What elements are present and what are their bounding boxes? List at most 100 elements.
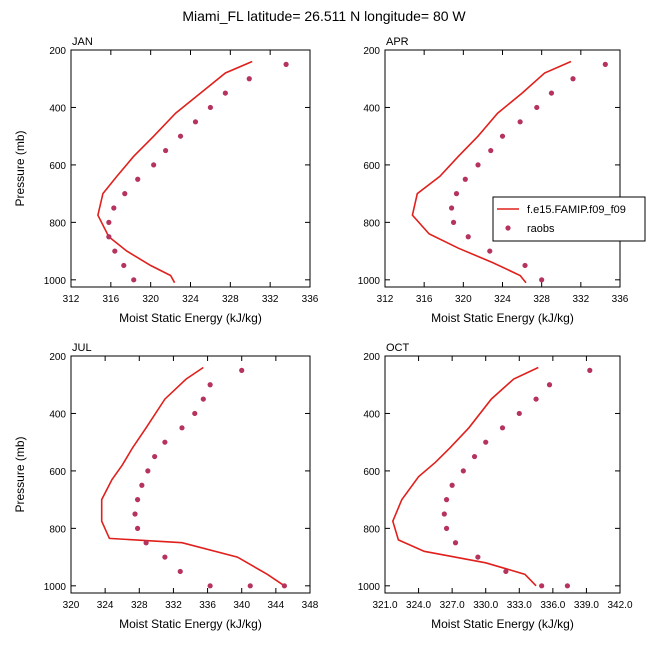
x-tick-label: 336.0	[540, 600, 565, 611]
obs-point	[143, 540, 149, 546]
y-tick-label: 1000	[358, 582, 381, 593]
obs-point	[534, 104, 540, 111]
panel-label: APR	[386, 36, 409, 48]
y-tick-label: 400	[49, 409, 66, 420]
obs-point	[602, 61, 608, 67]
obs-point	[106, 219, 112, 225]
plot-frame	[70, 355, 311, 594]
obs-point	[106, 234, 112, 240]
x-tick-label: 330.0	[473, 600, 498, 611]
obs-point	[111, 205, 117, 211]
obs-point	[207, 104, 214, 111]
y-tick-label: 200	[49, 352, 66, 363]
obs-point	[517, 119, 523, 125]
obs-point	[570, 76, 576, 82]
plot-frame	[70, 49, 311, 288]
x-tick-label: 344	[268, 600, 285, 611]
obs-point	[112, 248, 118, 254]
obs-point	[192, 410, 198, 417]
y-tick-label: 400	[363, 103, 380, 114]
obs-point	[587, 367, 593, 373]
y-tick-label: 1000	[44, 276, 67, 287]
y-tick-label: 400	[49, 103, 66, 114]
obs-point	[207, 583, 213, 589]
obs-point	[564, 583, 571, 589]
obs-point	[448, 205, 455, 211]
obs-point	[516, 410, 522, 417]
obs-point	[162, 554, 168, 560]
model-series-line	[97, 60, 253, 284]
panel-label: JAN	[72, 36, 93, 48]
x-tick-label: 342.0	[607, 600, 632, 611]
obs-point	[441, 511, 447, 517]
y-tick-label: 600	[363, 161, 380, 172]
y-tick-label: 600	[49, 467, 66, 478]
x-tick-label: 348	[302, 600, 319, 611]
obs-point	[163, 147, 169, 154]
obs-point	[465, 234, 471, 240]
obs-point	[283, 61, 289, 67]
chart-panel-apr: APR 312 316 320 324 328 332 336 200 400 600 800 1000…	[358, 36, 629, 325]
obs-point	[539, 583, 545, 589]
obs-point	[462, 176, 468, 182]
x-tick-label: 312	[63, 294, 80, 305]
legend-dot-swatch	[505, 225, 511, 231]
panel-label: OCT	[386, 342, 410, 354]
x-tick-label: 328	[222, 294, 239, 305]
x-tick-label: 312	[377, 294, 394, 305]
x-tick-label: 324	[182, 294, 199, 305]
y-tick-label: 600	[363, 467, 380, 478]
chart-panel-jan: JAN 312 316 320 324 328 332 336 200 400 600 800 1000…	[13, 36, 319, 325]
legend-obs-label: raobs	[527, 223, 555, 235]
plot-frame	[384, 49, 621, 288]
obs-point	[247, 583, 253, 589]
obs-point	[135, 176, 141, 182]
x-tick-label: 328	[131, 600, 148, 611]
x-tick-label: 336	[302, 294, 319, 305]
y-tick-label: 1000	[44, 582, 67, 593]
obs-point	[152, 453, 158, 460]
x-tick-label: 328	[533, 294, 550, 305]
y-tick-label: 800	[49, 218, 66, 229]
x-tick-label: 332	[262, 294, 279, 305]
obs-point	[177, 568, 183, 575]
y-tick-label: 400	[363, 409, 380, 420]
x-tick-label: 336	[199, 600, 216, 611]
x-tick-label: 316	[416, 294, 433, 305]
obs-point	[487, 248, 493, 254]
panels: JAN 312 316 320 324 328 332 336 200 400 600 800 1000…	[13, 36, 646, 631]
obs-point	[207, 382, 213, 388]
x-tick-label: 339.0	[574, 600, 599, 611]
obs-point	[453, 191, 460, 197]
obs-point	[151, 162, 157, 168]
obs-point	[539, 277, 545, 283]
obs-point	[443, 497, 450, 503]
x-tick-label: 320	[63, 600, 80, 611]
y-tick-label: 200	[363, 352, 380, 363]
x-tick-label: 324	[97, 600, 114, 611]
obs-point	[460, 468, 466, 474]
obs-point	[450, 219, 457, 225]
obs-point	[200, 396, 206, 402]
obs-point	[281, 583, 287, 589]
obs-point	[162, 439, 168, 445]
obs-point	[122, 191, 128, 197]
x-tick-label: 324.0	[406, 600, 431, 611]
x-tick-label: 320	[455, 294, 472, 305]
obs-point	[145, 468, 151, 474]
x-tick-label: 336	[612, 294, 629, 305]
obs-point	[483, 439, 489, 445]
y-tick-label: 800	[49, 524, 66, 535]
panel-label: JUL	[72, 342, 92, 354]
model-series-line	[411, 60, 572, 284]
plot-frame	[384, 355, 621, 594]
x-tick-label: 324	[494, 294, 511, 305]
figure-title: Miami_FL latitude= 26.511 N longitude= 8…	[182, 8, 466, 24]
obs-point	[452, 540, 459, 546]
obs-point	[139, 482, 145, 488]
obs-point	[499, 425, 506, 431]
x-tick-label: 332	[165, 600, 182, 611]
obs-point	[471, 453, 478, 460]
obs-point	[134, 497, 141, 503]
